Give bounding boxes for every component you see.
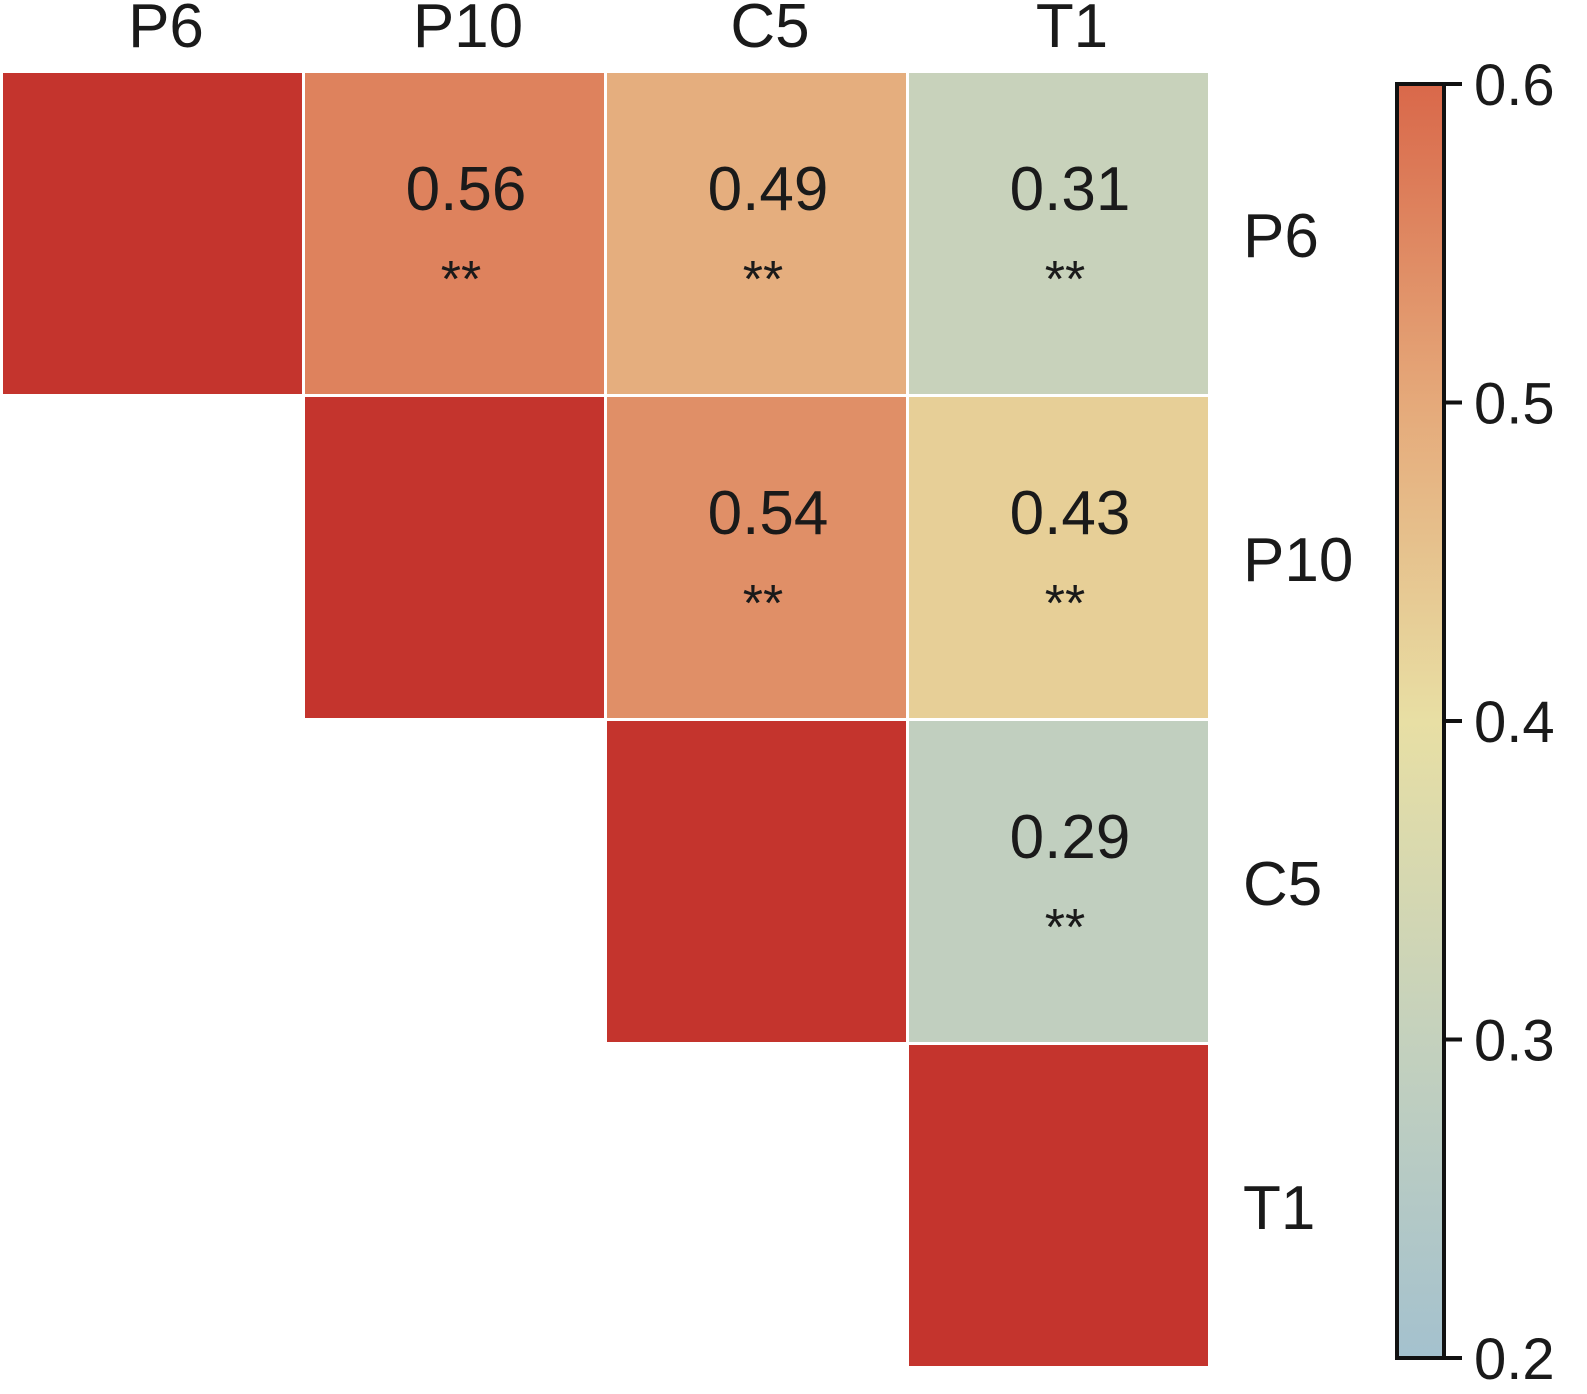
cell-value-label: 0.54 — [708, 479, 829, 548]
heatmap-cell — [607, 73, 906, 394]
cell-p6-c5: 0.49 ** — [607, 73, 906, 394]
heatmap-cells: 0.56 ** 0.49 ** 0.31 ** 0.54 ** 0.43 ** 0.29 ** — [3, 73, 1208, 1366]
column-label-c5: C5 — [730, 0, 809, 61]
colorbar-tick-label: 0.5 — [1474, 372, 1555, 437]
row-label-t1: T1 — [1243, 1174, 1315, 1243]
colorbar: 0.2 0.3 0.4 0.5 0.6 — [1395, 53, 1555, 1392]
cell-p6-t1: 0.31 ** — [909, 73, 1208, 394]
row-labels: P6 P10 C5 T1 — [1243, 202, 1353, 1243]
cell-p6-p10: 0.56 ** — [305, 73, 604, 394]
cell-t1-t1 — [909, 1045, 1208, 1366]
colorbar-tick-label: 0.3 — [1474, 1009, 1555, 1074]
column-label-p6: P6 — [128, 0, 204, 61]
colorbar-tick-label: 0.2 — [1474, 1327, 1555, 1392]
cell-value-label: 0.31 — [1010, 155, 1131, 224]
cell-significance-label: ** — [1045, 899, 1085, 957]
column-labels: P6 P10 C5 T1 — [128, 0, 1108, 61]
row-label-p10: P10 — [1243, 526, 1353, 595]
heatmap-cell — [909, 1045, 1208, 1366]
cell-p10-c5: 0.54 ** — [607, 397, 906, 718]
cell-value-label: 0.56 — [406, 155, 527, 224]
cell-significance-label: ** — [743, 251, 783, 309]
cell-significance-label: ** — [1045, 251, 1085, 309]
cell-c5-t1: 0.29 ** — [909, 721, 1208, 1042]
cell-p10-t1: 0.43 ** — [909, 397, 1208, 718]
cell-value-label: 0.43 — [1010, 479, 1131, 548]
heatmap-cell — [305, 397, 604, 718]
cell-p10-p10 — [305, 397, 604, 718]
colorbar-tick-label: 0.6 — [1474, 53, 1555, 118]
heatmap-cell — [909, 397, 1208, 718]
cell-value-label: 0.29 — [1010, 803, 1131, 872]
column-label-t1: T1 — [1036, 0, 1108, 61]
heatmap-cell — [3, 73, 302, 394]
colorbar-gradient — [1395, 82, 1446, 1360]
cell-significance-label: ** — [743, 575, 783, 633]
column-label-p10: P10 — [413, 0, 523, 61]
cell-c5-c5 — [607, 721, 906, 1042]
heatmap-cell — [607, 397, 906, 718]
row-label-c5: C5 — [1243, 850, 1322, 919]
heatmap-cell — [909, 73, 1208, 394]
heatmap-cell — [305, 73, 604, 394]
heatmap-cell — [909, 721, 1208, 1042]
cell-value-label: 0.49 — [708, 155, 829, 224]
cell-significance-label: ** — [1045, 575, 1085, 633]
row-label-p6: P6 — [1243, 202, 1319, 271]
colorbar-tick-label: 0.4 — [1474, 690, 1555, 755]
heatmap-cell — [607, 721, 906, 1042]
cell-p6-p6 — [3, 73, 302, 394]
cell-significance-label: ** — [441, 251, 481, 309]
